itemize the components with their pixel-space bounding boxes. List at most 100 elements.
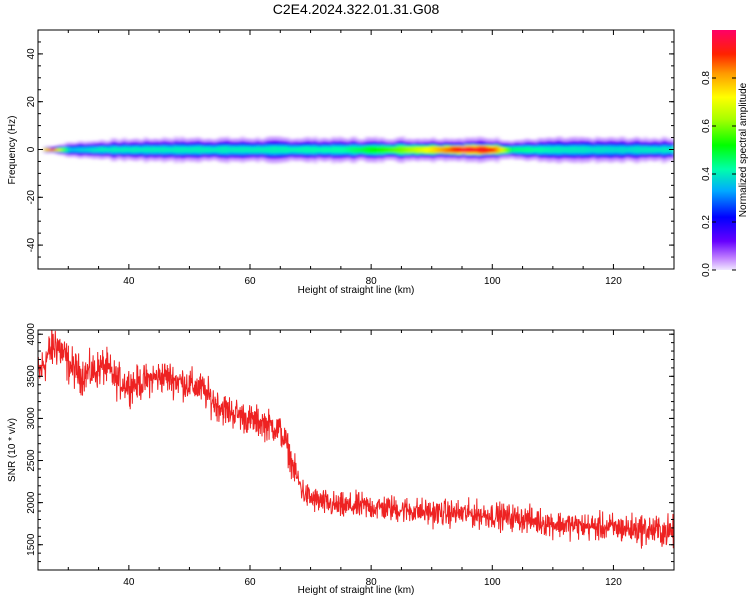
spectrogram-cell — [510, 142, 515, 145]
spectrogram-cell — [489, 146, 493, 148]
spectrogram-cell — [495, 137, 499, 140]
spectrogram-cell — [640, 147, 645, 150]
spectrogram-cell — [234, 154, 239, 157]
spectrogram-cell — [667, 143, 672, 146]
spectrogram-cell — [74, 156, 78, 158]
spectrogram-cell — [201, 155, 206, 158]
spectrogram-cell — [658, 148, 663, 150]
spectrogram-cell — [122, 140, 127, 143]
colorbar-label: Normalized spectral amplitude — [738, 82, 749, 217]
spectrogram-cell — [71, 145, 75, 147]
spectrogram-cell — [349, 139, 354, 141]
spectrogram-cell — [253, 158, 257, 161]
spectrogram-cell — [346, 152, 351, 154]
spectrogram-cell — [468, 151, 472, 153]
spectrogram-cell — [322, 159, 327, 162]
spectrogram-cell — [516, 141, 521, 144]
spectrogram-cell — [246, 145, 251, 147]
spectrogram-cell — [83, 150, 88, 152]
spectrogram-cell — [501, 151, 505, 153]
spectrogram-cell — [243, 157, 248, 159]
spectrogram-cell — [180, 146, 184, 149]
spectrogram-cell — [228, 142, 233, 144]
spectrogram-cell — [359, 146, 363, 148]
spectrogram-cell — [86, 155, 91, 157]
spectrogram-cell — [107, 150, 112, 152]
spectrogram-cell — [168, 142, 172, 144]
spectrogram-cell — [210, 149, 215, 152]
spectrogram-cell — [628, 140, 633, 142]
spectrogram-cell — [316, 143, 321, 146]
spectrogram-cell — [162, 155, 166, 158]
spectrogram-cell — [337, 158, 342, 161]
spectrogram-cell — [498, 147, 502, 150]
spectrogram-cell — [643, 147, 648, 149]
spectrogram-cell — [643, 150, 648, 153]
spectrogram-cell — [449, 138, 454, 141]
spectrogram-cell — [628, 155, 633, 158]
spectrogram-cell — [319, 150, 324, 153]
spectrogram-cell — [492, 159, 496, 161]
spectrogram-cell — [292, 142, 297, 144]
spectrogram-cell — [664, 140, 669, 143]
spectrogram-cell — [319, 154, 324, 156]
spectrogram-cell — [128, 139, 133, 141]
spectrogram-cell — [162, 139, 166, 141]
spectrogram-cell — [368, 148, 372, 150]
spectrogram-cell — [422, 149, 427, 152]
spectrogram-cell — [452, 143, 457, 146]
spectrogram-cell — [153, 150, 157, 152]
spectrogram-cell — [649, 157, 654, 159]
spectrogram-cell — [362, 142, 366, 145]
spectrogram-cell — [458, 147, 463, 149]
spectrogram-cell — [528, 144, 533, 146]
spectrogram-cell — [598, 152, 602, 155]
spectrogram-cell — [183, 140, 187, 142]
spectrogram-cell — [365, 156, 369, 159]
spectrogram-cell — [346, 142, 351, 145]
spectrogram-cell — [237, 145, 242, 147]
spectrogram-cell — [298, 143, 303, 145]
spectrogram-cell — [137, 144, 142, 147]
spectrogram-cell — [228, 139, 233, 142]
spectrogram-cell — [219, 142, 224, 144]
spectrogram-cell — [125, 147, 130, 150]
spectrogram-cell — [580, 144, 584, 147]
spectrogram-cell — [195, 141, 200, 143]
spectrogram-cell — [213, 138, 218, 141]
spectrogram-cell — [622, 141, 627, 143]
spectrogram-cell — [168, 151, 172, 154]
spectrogram-cell — [413, 157, 418, 160]
spectrogram-cell — [428, 139, 433, 142]
spectrogram-cell — [564, 138, 569, 140]
spectrogram-cell — [549, 146, 554, 149]
spectrogram-cell — [589, 151, 593, 153]
spectrogram-cell — [425, 158, 430, 161]
spectrogram-cell — [98, 146, 103, 149]
spectrogram-cell — [343, 160, 348, 163]
spectrogram-cell — [371, 144, 375, 147]
spectrogram-cell — [537, 149, 542, 151]
spectrogram-cell — [216, 142, 221, 145]
spectrogram-cell — [555, 161, 560, 163]
spectrogram-cell — [652, 157, 657, 159]
spectrogram-cell — [380, 150, 384, 152]
spectrogram-cell — [571, 159, 575, 161]
spectrogram-cell — [546, 158, 551, 160]
spectrogram-cell — [413, 155, 418, 157]
spectrogram-cell — [74, 150, 78, 152]
spectrogram-cell — [480, 152, 484, 154]
spectrogram-cell — [540, 149, 545, 152]
spectrogram-cell — [125, 143, 130, 145]
spectrogram-cell — [107, 140, 112, 143]
spectrogram-cell — [492, 158, 496, 160]
spectrogram-cell — [422, 142, 427, 144]
colorbar-tick-label: 0.2 — [701, 215, 712, 229]
spectrogram-cell — [334, 140, 339, 142]
spectrogram-cell — [543, 149, 548, 152]
spectrogram-cell — [431, 146, 436, 148]
spectrogram-cell — [74, 151, 78, 153]
spectrogram-cell — [501, 141, 505, 144]
spectrogram-cell — [225, 157, 230, 160]
spectrogram-cell — [580, 142, 584, 144]
